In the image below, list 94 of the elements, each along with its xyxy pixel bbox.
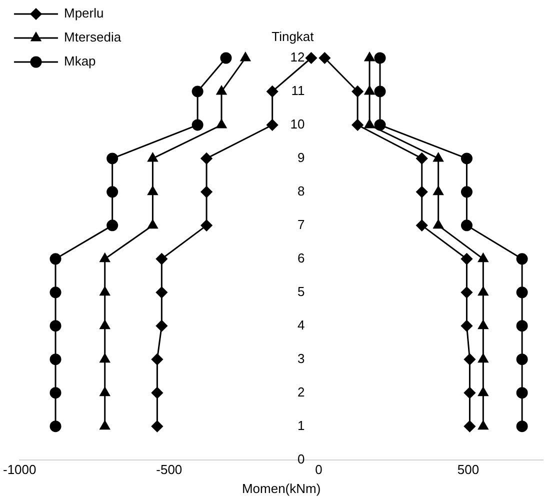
point (156, 286, 168, 298)
point (364, 52, 375, 62)
y-tick-label: 5 (297, 284, 305, 299)
point (460, 286, 472, 298)
point (50, 420, 62, 432)
y-tick-label: 11 (291, 83, 305, 98)
point (478, 354, 488, 363)
point (374, 86, 386, 98)
point (50, 286, 62, 298)
point (460, 152, 472, 164)
y-tick-label: 8 (297, 184, 305, 199)
x-tick-label: -500 (156, 462, 182, 478)
point (516, 253, 528, 265)
point (156, 253, 168, 265)
point (50, 253, 62, 265)
point (516, 286, 528, 298)
x-axis-title: Momen(kNm) (242, 480, 321, 496)
point (200, 152, 212, 164)
point (50, 354, 62, 366)
x-tick-label: 500 (457, 462, 480, 478)
point (318, 52, 330, 64)
point (464, 387, 476, 399)
point (464, 420, 476, 432)
point (374, 52, 386, 64)
point (460, 320, 472, 332)
point (151, 354, 163, 366)
point (374, 119, 386, 131)
point (106, 220, 118, 232)
point (100, 253, 110, 262)
y-tick-label: 1 (297, 418, 305, 433)
point (266, 86, 278, 98)
point (148, 220, 158, 229)
point (156, 320, 168, 332)
point (192, 119, 204, 131)
x-tick-label: -1000 (3, 462, 36, 478)
point (478, 253, 488, 262)
point (478, 320, 488, 330)
point (433, 220, 444, 229)
point (478, 420, 488, 430)
point (240, 52, 251, 62)
legend-label: Mperlu (64, 6, 104, 21)
point (460, 186, 472, 198)
y-axis-title: Tingkat (272, 29, 314, 44)
point (50, 320, 62, 332)
legend-label: Mkap (64, 54, 96, 69)
point (516, 354, 528, 366)
point (100, 420, 110, 430)
point (433, 152, 444, 162)
point (148, 152, 158, 162)
point (364, 86, 375, 95)
point (416, 152, 428, 164)
point (433, 186, 444, 196)
legend-label: Mtersedia (64, 30, 122, 45)
point (516, 320, 528, 332)
point (516, 420, 528, 432)
point (100, 354, 110, 363)
y-tick-label: 3 (297, 350, 305, 366)
y-tick-label: 9 (297, 150, 305, 166)
y-tick-label: 12 (290, 50, 305, 65)
y-tick-label: 7 (297, 216, 305, 232)
point (266, 119, 278, 131)
point (50, 387, 62, 399)
point (100, 387, 110, 396)
point (460, 220, 472, 232)
point (464, 354, 476, 366)
point (106, 152, 118, 164)
y-tick-label: 2 (297, 384, 305, 400)
y-tick-label: 0 (297, 451, 305, 466)
y-tick-label: 10 (290, 116, 305, 132)
point (352, 86, 364, 98)
point (220, 52, 232, 64)
point (200, 220, 212, 232)
y-tick-label: 4 (297, 317, 305, 332)
point (106, 186, 118, 198)
point (460, 253, 472, 265)
point (516, 387, 528, 399)
point (148, 186, 158, 196)
y-tick-label: 6 (297, 250, 305, 266)
point (416, 220, 428, 232)
point (100, 320, 110, 330)
point (151, 420, 163, 432)
point (416, 186, 428, 198)
point (478, 387, 488, 396)
point (100, 286, 110, 296)
point (151, 387, 163, 399)
point (200, 186, 212, 198)
point (478, 286, 488, 296)
point (216, 86, 227, 95)
point (216, 119, 227, 128)
point (305, 52, 317, 64)
point (192, 86, 204, 98)
point (364, 119, 375, 128)
x-tick-label: 0 (315, 462, 322, 478)
point (352, 119, 364, 131)
